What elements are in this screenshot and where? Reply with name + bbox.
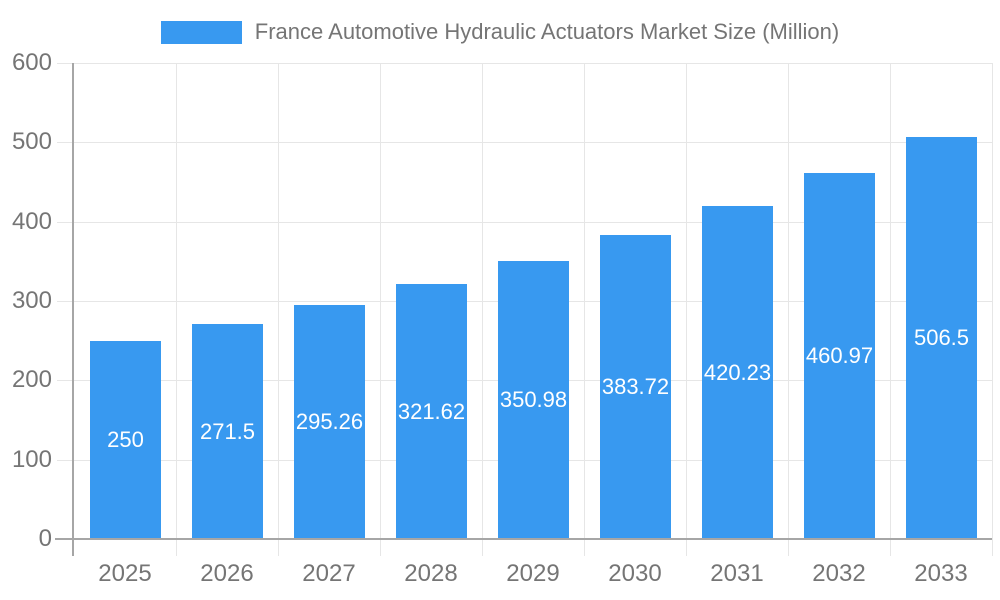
bar-2033[interactable]: 506.5: [906, 137, 977, 539]
bar-2029[interactable]: 350.98: [498, 261, 569, 539]
x-axis-tick-label-2025: 2025: [98, 560, 152, 587]
x-gridline: [584, 63, 585, 556]
x-gridline: [992, 63, 993, 556]
legend-swatch-icon: [160, 20, 242, 44]
x-gridline: [788, 63, 789, 556]
x-gridline: [890, 63, 891, 556]
bar-value-label-2031: 420.23: [703, 360, 772, 385]
bar-2031[interactable]: 420.23: [702, 206, 773, 539]
x-axis-tick-label-2030: 2030: [608, 560, 662, 587]
x-axis-tick-label-2031: 2031: [710, 560, 764, 587]
x-axis-tick-label-2032: 2032: [812, 560, 866, 587]
y-gridline-600: [57, 63, 992, 64]
bar-value-label-2033: 506.5: [913, 325, 970, 350]
x-gridline: [176, 63, 177, 556]
y-axis-tick-label: 400: [11, 208, 52, 235]
y-axis-tick-label: 600: [11, 49, 52, 76]
y-axis-tick-label: 300: [11, 287, 52, 314]
legend-label: France Automotive Hydraulic Actuators Ma…: [254, 19, 840, 44]
x-axis-tick-label-2029: 2029: [506, 560, 560, 587]
x-gridline: [482, 63, 483, 556]
x-gridline: [686, 63, 687, 556]
x-gridline: [278, 63, 279, 556]
y-axis-tick-label: 0: [38, 525, 52, 552]
bar-value-label-2032: 460.97: [805, 343, 874, 368]
y-axis-tick-label: 200: [11, 366, 52, 393]
y-gridline-400: [57, 222, 992, 223]
y-gridline-500: [57, 142, 992, 143]
y-axis-line: [72, 63, 74, 556]
bar-value-label-2030: 383.72: [601, 374, 670, 399]
x-axis-tick-label-2026: 2026: [200, 560, 254, 587]
bar-value-label-2025: 250: [107, 427, 144, 452]
bar-2025[interactable]: 250: [90, 341, 161, 539]
bar-value-label-2027: 295.26: [295, 409, 364, 434]
chart-legend[interactable]: France Automotive Hydraulic Actuators Ma…: [0, 19, 1000, 45]
bar-value-label-2026: 271.5: [199, 419, 256, 444]
x-axis-tick-label-2033: 2033: [914, 560, 968, 587]
x-axis-tick-label-2027: 2027: [302, 560, 356, 587]
y-axis-tick-label: 500: [11, 128, 52, 155]
x-axis-tick-label-2028: 2028: [404, 560, 458, 587]
bar-2032[interactable]: 460.97: [804, 173, 875, 539]
x-axis-baseline: [55, 538, 992, 540]
bar-2030[interactable]: 383.72: [600, 235, 671, 539]
bar-2028[interactable]: 321.62: [396, 284, 467, 539]
bar-value-label-2028: 321.62: [397, 399, 466, 424]
y-axis-tick-label: 100: [11, 446, 52, 473]
bar-value-label-2029: 350.98: [499, 387, 568, 412]
x-gridline: [380, 63, 381, 556]
bar-2027[interactable]: 295.26: [294, 305, 365, 539]
bar-2026[interactable]: 271.5: [192, 324, 263, 539]
